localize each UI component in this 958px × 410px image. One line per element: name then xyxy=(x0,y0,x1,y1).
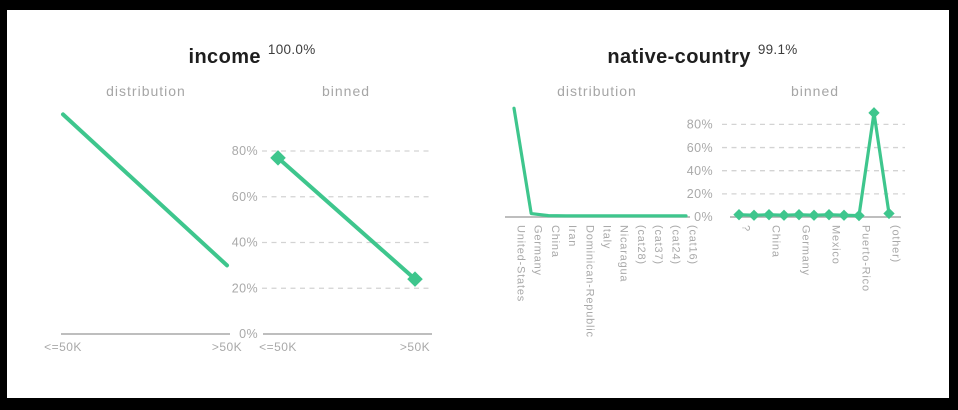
feature-name: native-country xyxy=(607,46,751,68)
x-axis-category-label: Germany xyxy=(800,225,812,276)
y-axis-tick-label: 80% xyxy=(687,118,713,132)
income-chart-surface[interactable]: distribution binned 80%60%40%20%0%<=50K >… xyxy=(40,75,464,375)
data-point-marker xyxy=(853,209,865,222)
x-axis-category-label: >50K xyxy=(400,340,430,354)
x-axis-category-label: (cat16) xyxy=(687,225,699,265)
feature-card-native-country: native-country 99.1% distribution binned … xyxy=(480,35,925,375)
x-axis-category-label: Germany xyxy=(532,225,544,276)
report-canvas: income 100.0% distribution binned 80% 60% 4… xyxy=(7,10,949,398)
feature-title-row: native-country 99.1% xyxy=(480,35,925,75)
x-axis-category-label: China xyxy=(549,225,561,258)
x-axis-category-label: Iran xyxy=(566,225,578,247)
subchart-title-distribution: distribution xyxy=(106,83,186,99)
x-axis-category-label: (other) xyxy=(890,225,902,263)
data-point-marker xyxy=(823,209,835,221)
data-point-marker xyxy=(778,209,790,221)
native-country-chart-surface[interactable]: distribution binned 80% 60% 40% 20% 0% United… xyxy=(480,75,925,375)
x-axis-category-label: <=50K xyxy=(44,340,82,354)
y-axis-tick-label: 0% xyxy=(239,327,258,341)
x-axis-category-label: (cat24) xyxy=(669,225,681,265)
x-axis-category-label: ? xyxy=(740,225,752,232)
y-axis-tick-label: 20% xyxy=(232,281,258,295)
distribution-series-line[interactable] xyxy=(512,106,688,218)
y-axis-tick-label: 40% xyxy=(232,236,258,250)
x-axis-category-label: Italy xyxy=(601,225,613,249)
feature-card-income: income 100.0% distribution binned 80% 60% 4… xyxy=(40,35,464,375)
subchart-title-binned: binned xyxy=(322,83,370,99)
data-point-marker xyxy=(763,209,775,221)
y-axis-tick-label: 0% xyxy=(694,210,713,224)
x-axis-category-label: Dominican-Republic xyxy=(583,225,595,338)
subchart-title-binned: binned xyxy=(791,83,839,99)
data-point-marker xyxy=(793,209,805,221)
x-axis-category-label: Mexico xyxy=(830,225,842,265)
feature-name: income xyxy=(188,46,261,68)
x-axis-category-label: Puerto-Rico xyxy=(860,225,872,292)
y-axis-tick-label: 20% xyxy=(687,187,713,201)
x-axis-category-label: (cat28) xyxy=(635,225,647,265)
x-axis-category-label: >50K xyxy=(212,340,242,354)
feature-coverage-percent: 99.1% xyxy=(757,42,798,57)
x-axis-category-label: United-States xyxy=(515,225,527,302)
y-axis-tick-label: 60% xyxy=(232,190,258,204)
subchart-title-distribution: distribution xyxy=(557,83,637,99)
data-point-marker xyxy=(733,209,745,221)
data-point-marker xyxy=(838,209,850,221)
data-point-marker xyxy=(748,209,760,221)
distribution-series-line[interactable] xyxy=(61,112,229,268)
y-axis-tick-label: 40% xyxy=(687,164,713,178)
binned-series-line[interactable] xyxy=(276,155,417,282)
x-axis-category-label: China xyxy=(770,225,782,258)
y-axis-tick-label: 60% xyxy=(687,141,713,155)
x-axis-category-label: (cat37) xyxy=(652,225,664,265)
feature-title-row: income 100.0% xyxy=(40,35,464,75)
feature-coverage-percent: 100.0% xyxy=(267,42,316,57)
y-axis-tick-label: 80% xyxy=(232,144,258,158)
data-point-marker xyxy=(808,209,820,221)
x-axis-category-label: Nicaragua xyxy=(618,225,630,282)
data-point-marker xyxy=(868,107,880,119)
binned-series-line[interactable] xyxy=(737,111,891,218)
x-axis-category-label: <=50K xyxy=(259,340,297,354)
